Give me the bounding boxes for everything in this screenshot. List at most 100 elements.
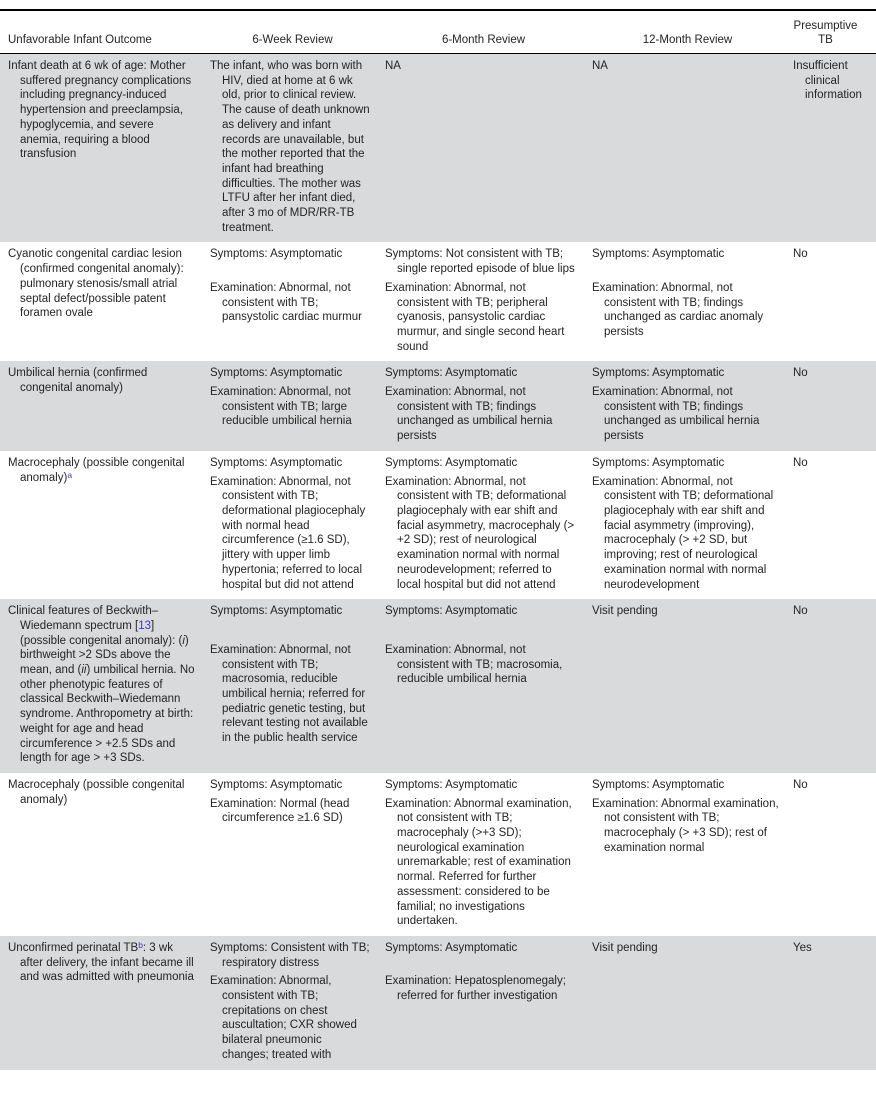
cell-6-month-examination: Examination: Abnormal examination, not c… bbox=[385, 797, 592, 929]
cell-6-month-examination: Examination: Abnormal, not consistent wi… bbox=[385, 385, 592, 444]
cell-6-week-symptoms: Symptoms: Asymptomatic bbox=[210, 778, 385, 797]
cell-6-week-examination: Examination: Abnormal, not consistent wi… bbox=[210, 643, 385, 766]
cell-6-month-review: NA bbox=[385, 59, 592, 235]
cell-6-month-symptoms: Symptoms: Asymptomatic bbox=[385, 456, 592, 475]
6-week-symptoms-text: Symptoms: Asymptomatic bbox=[210, 456, 343, 469]
table-header-row: Unfavorable Infant Outcome 6-Week Review… bbox=[0, 9, 876, 54]
cell-6-week-examination: Examination: Normal (head circumference … bbox=[210, 797, 385, 929]
presumptive-tb-text: No bbox=[793, 367, 808, 380]
cell-outcome: Cyanotic congenital cardiac lesion (conf… bbox=[8, 247, 210, 354]
cell-12-month-examination: Examination: Abnormal, not consistent wi… bbox=[592, 475, 793, 593]
6-week-examination-text: Examination: Abnormal, not consistent wi… bbox=[210, 643, 368, 745]
cell-6-week-symptoms: Symptoms: Consistent with TB; respirator… bbox=[210, 941, 385, 974]
cell-presumptive-tb: No bbox=[793, 604, 868, 766]
6-month-examination-text: Examination: Abnormal, not consistent wi… bbox=[385, 281, 565, 353]
cell-6-month-examination: Examination: Abnormal, not consistent wi… bbox=[385, 281, 592, 355]
cell-outcome: Macrocephaly (possible congenital anomal… bbox=[8, 456, 210, 592]
cell-6-week-examination: Examination: Abnormal, not consistent wi… bbox=[210, 281, 385, 355]
table-row-1: Infant death at 6 wk of age: Mother suff… bbox=[0, 54, 876, 243]
12-month-examination-text: Examination: Abnormal, not consistent wi… bbox=[592, 281, 764, 338]
12-month-symptoms-text: Symptoms: Asymptomatic bbox=[592, 367, 725, 380]
table-row-3: Umbilical hernia (confirmed congenital a… bbox=[0, 361, 876, 451]
cell-outcome: Clinical features of Beckwith–Wiedemann … bbox=[8, 604, 210, 766]
header-12-month-review: 12-Month Review bbox=[642, 34, 733, 47]
cell-12-month-review: Visit pending bbox=[592, 604, 793, 766]
presumptive-tb-text: Insufficient clinical information bbox=[793, 60, 862, 102]
6-month-symptoms-text: Symptoms: Asymptomatic bbox=[385, 941, 518, 954]
cell-presumptive-tb: No bbox=[793, 247, 868, 354]
presumptive-tb-text: No bbox=[793, 456, 808, 469]
6-week-examination-text: Examination: Abnormal, not consistent wi… bbox=[210, 386, 352, 428]
6-month-symptoms-text: Symptoms: Asymptomatic bbox=[385, 456, 518, 469]
cell-12-month-examination: Examination: Abnormal examination, not c… bbox=[592, 797, 793, 929]
6-month-symptoms-text: Symptoms: Asymptomatic bbox=[385, 605, 518, 618]
12-month-examination-text: Examination: Abnormal examination, not c… bbox=[592, 797, 779, 854]
cell-outcome: Unconfirmed perinatal TBb: 3 wk after de… bbox=[8, 941, 210, 1063]
cell-12-month-examination: Examination: Abnormal, not consistent wi… bbox=[592, 385, 793, 444]
outcome-text: Macrocephaly (possible congenital anomal… bbox=[8, 456, 185, 484]
table-row-5: Clinical features of Beckwith–Wiedemann … bbox=[0, 599, 876, 773]
cell-6-week-examination: Examination: Abnormal, not consistent wi… bbox=[210, 385, 385, 444]
cell-6-week-examination: Examination: Abnormal, not consistent wi… bbox=[210, 475, 385, 593]
cell-6-month-examination: Examination: Abnormal, not consistent wi… bbox=[385, 643, 592, 766]
cell-12-month-symptoms: Symptoms: Asymptomatic bbox=[592, 247, 793, 280]
cell-6-month-examination: Examination: Hepatosplenomegaly; referre… bbox=[385, 974, 592, 1062]
cell-6-week-symptoms: Symptoms: Asymptomatic bbox=[210, 604, 385, 643]
presumptive-tb-text: No bbox=[793, 778, 808, 791]
outcome-text: Clinical features of Beckwith–Wiedemann … bbox=[8, 605, 195, 765]
cell-6-month-symptoms: Symptoms: Asymptomatic bbox=[385, 366, 592, 385]
follow-up-review-table: Unfavorable Infant Outcome 6-Week Review… bbox=[0, 9, 876, 1106]
6-week-examination-text: Examination: Abnormal, not consistent wi… bbox=[210, 475, 366, 591]
12-month-review-text: NA bbox=[592, 60, 608, 72]
header-presumptive-tb: Presumptive TB bbox=[793, 19, 858, 47]
cell-12-month-review: NA bbox=[592, 59, 793, 235]
12-month-review-text: Visit pending bbox=[592, 941, 658, 954]
6-week-symptoms-text: Symptoms: Consistent with TB; respirator… bbox=[210, 941, 370, 969]
table-row-4: Macrocephaly (possible congenital anomal… bbox=[0, 451, 876, 599]
cell-6-week-symptoms: Symptoms: Asymptomatic bbox=[210, 366, 385, 385]
cell-presumptive-tb: Yes bbox=[793, 941, 868, 1063]
6-month-examination-text: Examination: Abnormal, not consistent wi… bbox=[385, 386, 553, 443]
6-week-review-text: The infant, who was born with HIV, died … bbox=[210, 60, 370, 234]
presumptive-tb-text: Yes bbox=[793, 941, 812, 954]
cell-12-month-symptoms: Symptoms: Asymptomatic bbox=[592, 456, 793, 475]
6-week-symptoms-text: Symptoms: Asymptomatic bbox=[210, 248, 343, 261]
cell-12-month-review: Visit pending bbox=[592, 941, 793, 1063]
6-month-symptoms-text: Symptoms: Not consistent with TB; single… bbox=[385, 248, 575, 276]
italic-text: ii bbox=[81, 664, 87, 677]
6-week-examination-text: Examination: Abnormal, not consistent wi… bbox=[210, 281, 362, 324]
footnote-marker-a: a bbox=[67, 469, 73, 480]
cell-presumptive-tb: No bbox=[793, 778, 868, 929]
italic-text: i bbox=[182, 634, 185, 647]
cell-6-week-symptoms: Symptoms: Asymptomatic bbox=[210, 456, 385, 475]
6-month-examination-text: Examination: Abnormal, not consistent wi… bbox=[385, 643, 563, 686]
table-body: Infant death at 6 wk of age: Mother suff… bbox=[0, 54, 876, 1070]
citation-link-13[interactable]: 13 bbox=[138, 619, 152, 632]
cell-presumptive-tb: Insufficient clinical information bbox=[793, 59, 868, 235]
cell-6-month-symptoms: Symptoms: Not consistent with TB; single… bbox=[385, 247, 592, 280]
cell-6-week-review: The infant, who was born with HIV, died … bbox=[210, 59, 385, 235]
header-unfavorable-infant-outcome: Unfavorable Infant Outcome bbox=[8, 34, 152, 47]
6-month-symptoms-text: Symptoms: Asymptomatic bbox=[385, 778, 518, 791]
header-6-week-review: 6-Week Review bbox=[252, 34, 333, 47]
cell-6-month-symptoms: Symptoms: Asymptomatic bbox=[385, 778, 592, 797]
12-month-examination-text: Examination: Abnormal, not consistent wi… bbox=[592, 386, 760, 443]
12-month-examination-text: Examination: Abnormal, not consistent wi… bbox=[592, 475, 774, 591]
presumptive-tb-text: No bbox=[793, 248, 808, 261]
footnote-marker-b: b bbox=[138, 939, 143, 950]
6-week-examination-text: Examination: Normal (head circumference … bbox=[210, 797, 350, 825]
6-month-symptoms-text: Symptoms: Asymptomatic bbox=[385, 367, 518, 380]
12-month-symptoms-text: Symptoms: Asymptomatic bbox=[592, 456, 725, 469]
cell-6-week-symptoms: Symptoms: Asymptomatic bbox=[210, 247, 385, 280]
cell-outcome: Infant death at 6 wk of age: Mother suff… bbox=[8, 59, 210, 235]
6-month-review-text: NA bbox=[385, 60, 401, 72]
outcome-text: Unconfirmed perinatal TBb: 3 wk after de… bbox=[8, 939, 194, 984]
6-week-symptoms-text: Symptoms: Asymptomatic bbox=[210, 367, 343, 380]
table-row-7: Unconfirmed perinatal TBb: 3 wk after de… bbox=[0, 935, 876, 1070]
6-week-symptoms-text: Symptoms: Asymptomatic bbox=[210, 605, 343, 618]
12-month-symptoms-text: Symptoms: Asymptomatic bbox=[592, 778, 725, 791]
header-6-month-review: 6-Month Review bbox=[441, 34, 526, 47]
cell-presumptive-tb: No bbox=[793, 366, 868, 444]
cell-6-month-symptoms: Symptoms: Asymptomatic bbox=[385, 604, 592, 643]
cell-12-month-examination: Examination: Abnormal, not consistent wi… bbox=[592, 281, 793, 355]
